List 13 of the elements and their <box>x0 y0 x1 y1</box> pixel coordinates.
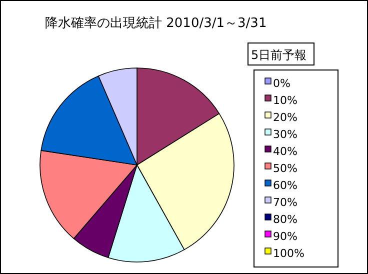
legend-label: 100% <box>273 247 304 260</box>
legend-title: 5日前予報 <box>251 48 307 62</box>
legend-label: 40% <box>273 145 298 158</box>
legend-label: 70% <box>273 196 298 209</box>
legend-label: 20% <box>273 111 298 124</box>
legend-label: 10% <box>273 94 298 107</box>
legend-label: 0% <box>273 77 290 90</box>
legend-label: 50% <box>273 162 298 175</box>
legend-label: 30% <box>273 128 298 141</box>
legend-label: 80% <box>273 213 298 226</box>
legend-label: 60% <box>273 179 298 192</box>
chart-title: 降水確率の出現統計 2010/3/1～3/31 <box>45 15 267 31</box>
legend-label: 90% <box>273 230 298 243</box>
